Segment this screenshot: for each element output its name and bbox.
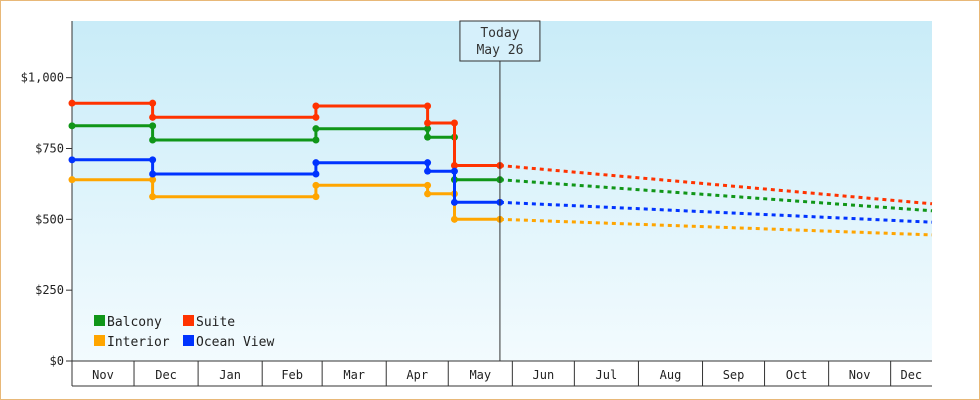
x-tick-label: Oct bbox=[786, 368, 808, 382]
data-point bbox=[312, 113, 320, 121]
legend-swatch-balcony bbox=[94, 315, 105, 326]
series-forecast-suite bbox=[499, 164, 933, 206]
data-point bbox=[312, 125, 320, 133]
data-point bbox=[312, 193, 320, 201]
x-tick-label: Aug bbox=[660, 368, 682, 382]
x-tick-label: Feb bbox=[281, 368, 303, 382]
x-axis: Nov Dec Jan Feb Mar Apr May Jun Jul Aug Sep Oct Nov D… bbox=[71, 360, 932, 387]
y-tick-label: $0 bbox=[50, 354, 64, 368]
series-layer bbox=[68, 99, 933, 237]
series-forecast-ocean-view bbox=[499, 200, 933, 224]
x-tick-label: May bbox=[469, 368, 491, 382]
data-point bbox=[149, 170, 157, 178]
series-ocean-view bbox=[68, 156, 933, 224]
x-tick-label: Apr bbox=[406, 368, 428, 382]
data-point bbox=[312, 136, 320, 144]
data-point bbox=[424, 125, 432, 133]
x-tick-label: Dec bbox=[155, 368, 177, 382]
legend: Balcony Suite Interior Ocean View bbox=[94, 315, 274, 350]
x-tick-label: Jun bbox=[533, 368, 555, 382]
x-tick-label: Jul bbox=[596, 368, 618, 382]
y-tick-label: $1,000 bbox=[21, 71, 64, 85]
data-point bbox=[424, 102, 432, 110]
x-tick-label: Jan bbox=[219, 368, 241, 382]
legend-label-interior: Interior bbox=[107, 335, 170, 350]
data-point bbox=[450, 198, 458, 206]
data-point bbox=[312, 102, 320, 110]
legend-label-balcony: Balcony bbox=[107, 315, 162, 330]
data-point bbox=[424, 119, 432, 127]
data-point bbox=[68, 99, 76, 107]
legend-label-suite: Suite bbox=[196, 315, 235, 330]
data-point bbox=[149, 136, 157, 144]
data-point bbox=[68, 156, 76, 164]
series-line-ocean-view bbox=[72, 158, 500, 204]
y-tick-label: $250 bbox=[35, 283, 64, 297]
data-point bbox=[149, 176, 157, 184]
x-tick-label: Nov bbox=[92, 368, 114, 382]
series-forecast-balcony bbox=[499, 178, 933, 213]
data-point bbox=[450, 162, 458, 169]
series-line-suite bbox=[72, 101, 500, 167]
data-point bbox=[149, 193, 157, 201]
data-point bbox=[450, 119, 458, 127]
x-tick-label: Sep bbox=[723, 368, 745, 382]
series-suite bbox=[68, 99, 933, 206]
legend-swatch-suite bbox=[183, 315, 194, 326]
legend-swatch-interior bbox=[94, 335, 105, 346]
data-point bbox=[68, 176, 76, 184]
data-point bbox=[424, 133, 432, 141]
data-point bbox=[149, 113, 157, 121]
data-point bbox=[424, 181, 432, 189]
legend-label-ocean-view: Ocean View bbox=[196, 335, 274, 350]
data-point bbox=[424, 159, 432, 167]
legend-swatch-ocean-view bbox=[183, 335, 194, 346]
data-point bbox=[450, 167, 458, 175]
series-line-interior bbox=[72, 178, 500, 221]
today-label: Today bbox=[480, 26, 519, 41]
y-axis: $0 $250 $500 $750 $1,000 bbox=[21, 21, 73, 368]
data-point bbox=[149, 99, 157, 107]
data-point bbox=[312, 170, 320, 178]
data-point bbox=[149, 122, 157, 130]
today-date: May 26 bbox=[476, 43, 523, 58]
today-callout bbox=[459, 20, 541, 62]
y-tick-label: $500 bbox=[35, 212, 64, 226]
data-point bbox=[68, 122, 76, 130]
data-point bbox=[450, 215, 458, 223]
data-point bbox=[312, 159, 320, 167]
today-marker: Today May 26 bbox=[459, 20, 541, 361]
series-interior bbox=[68, 176, 933, 237]
x-tick-label: Mar bbox=[343, 368, 365, 382]
data-point bbox=[424, 167, 432, 175]
series-forecast-interior bbox=[499, 217, 933, 237]
y-tick-label: $750 bbox=[35, 142, 64, 156]
data-point bbox=[312, 181, 320, 189]
x-tick-label: Nov bbox=[849, 368, 871, 382]
x-tick-label: Dec bbox=[900, 368, 922, 382]
data-point bbox=[424, 190, 432, 198]
data-point bbox=[149, 156, 157, 164]
